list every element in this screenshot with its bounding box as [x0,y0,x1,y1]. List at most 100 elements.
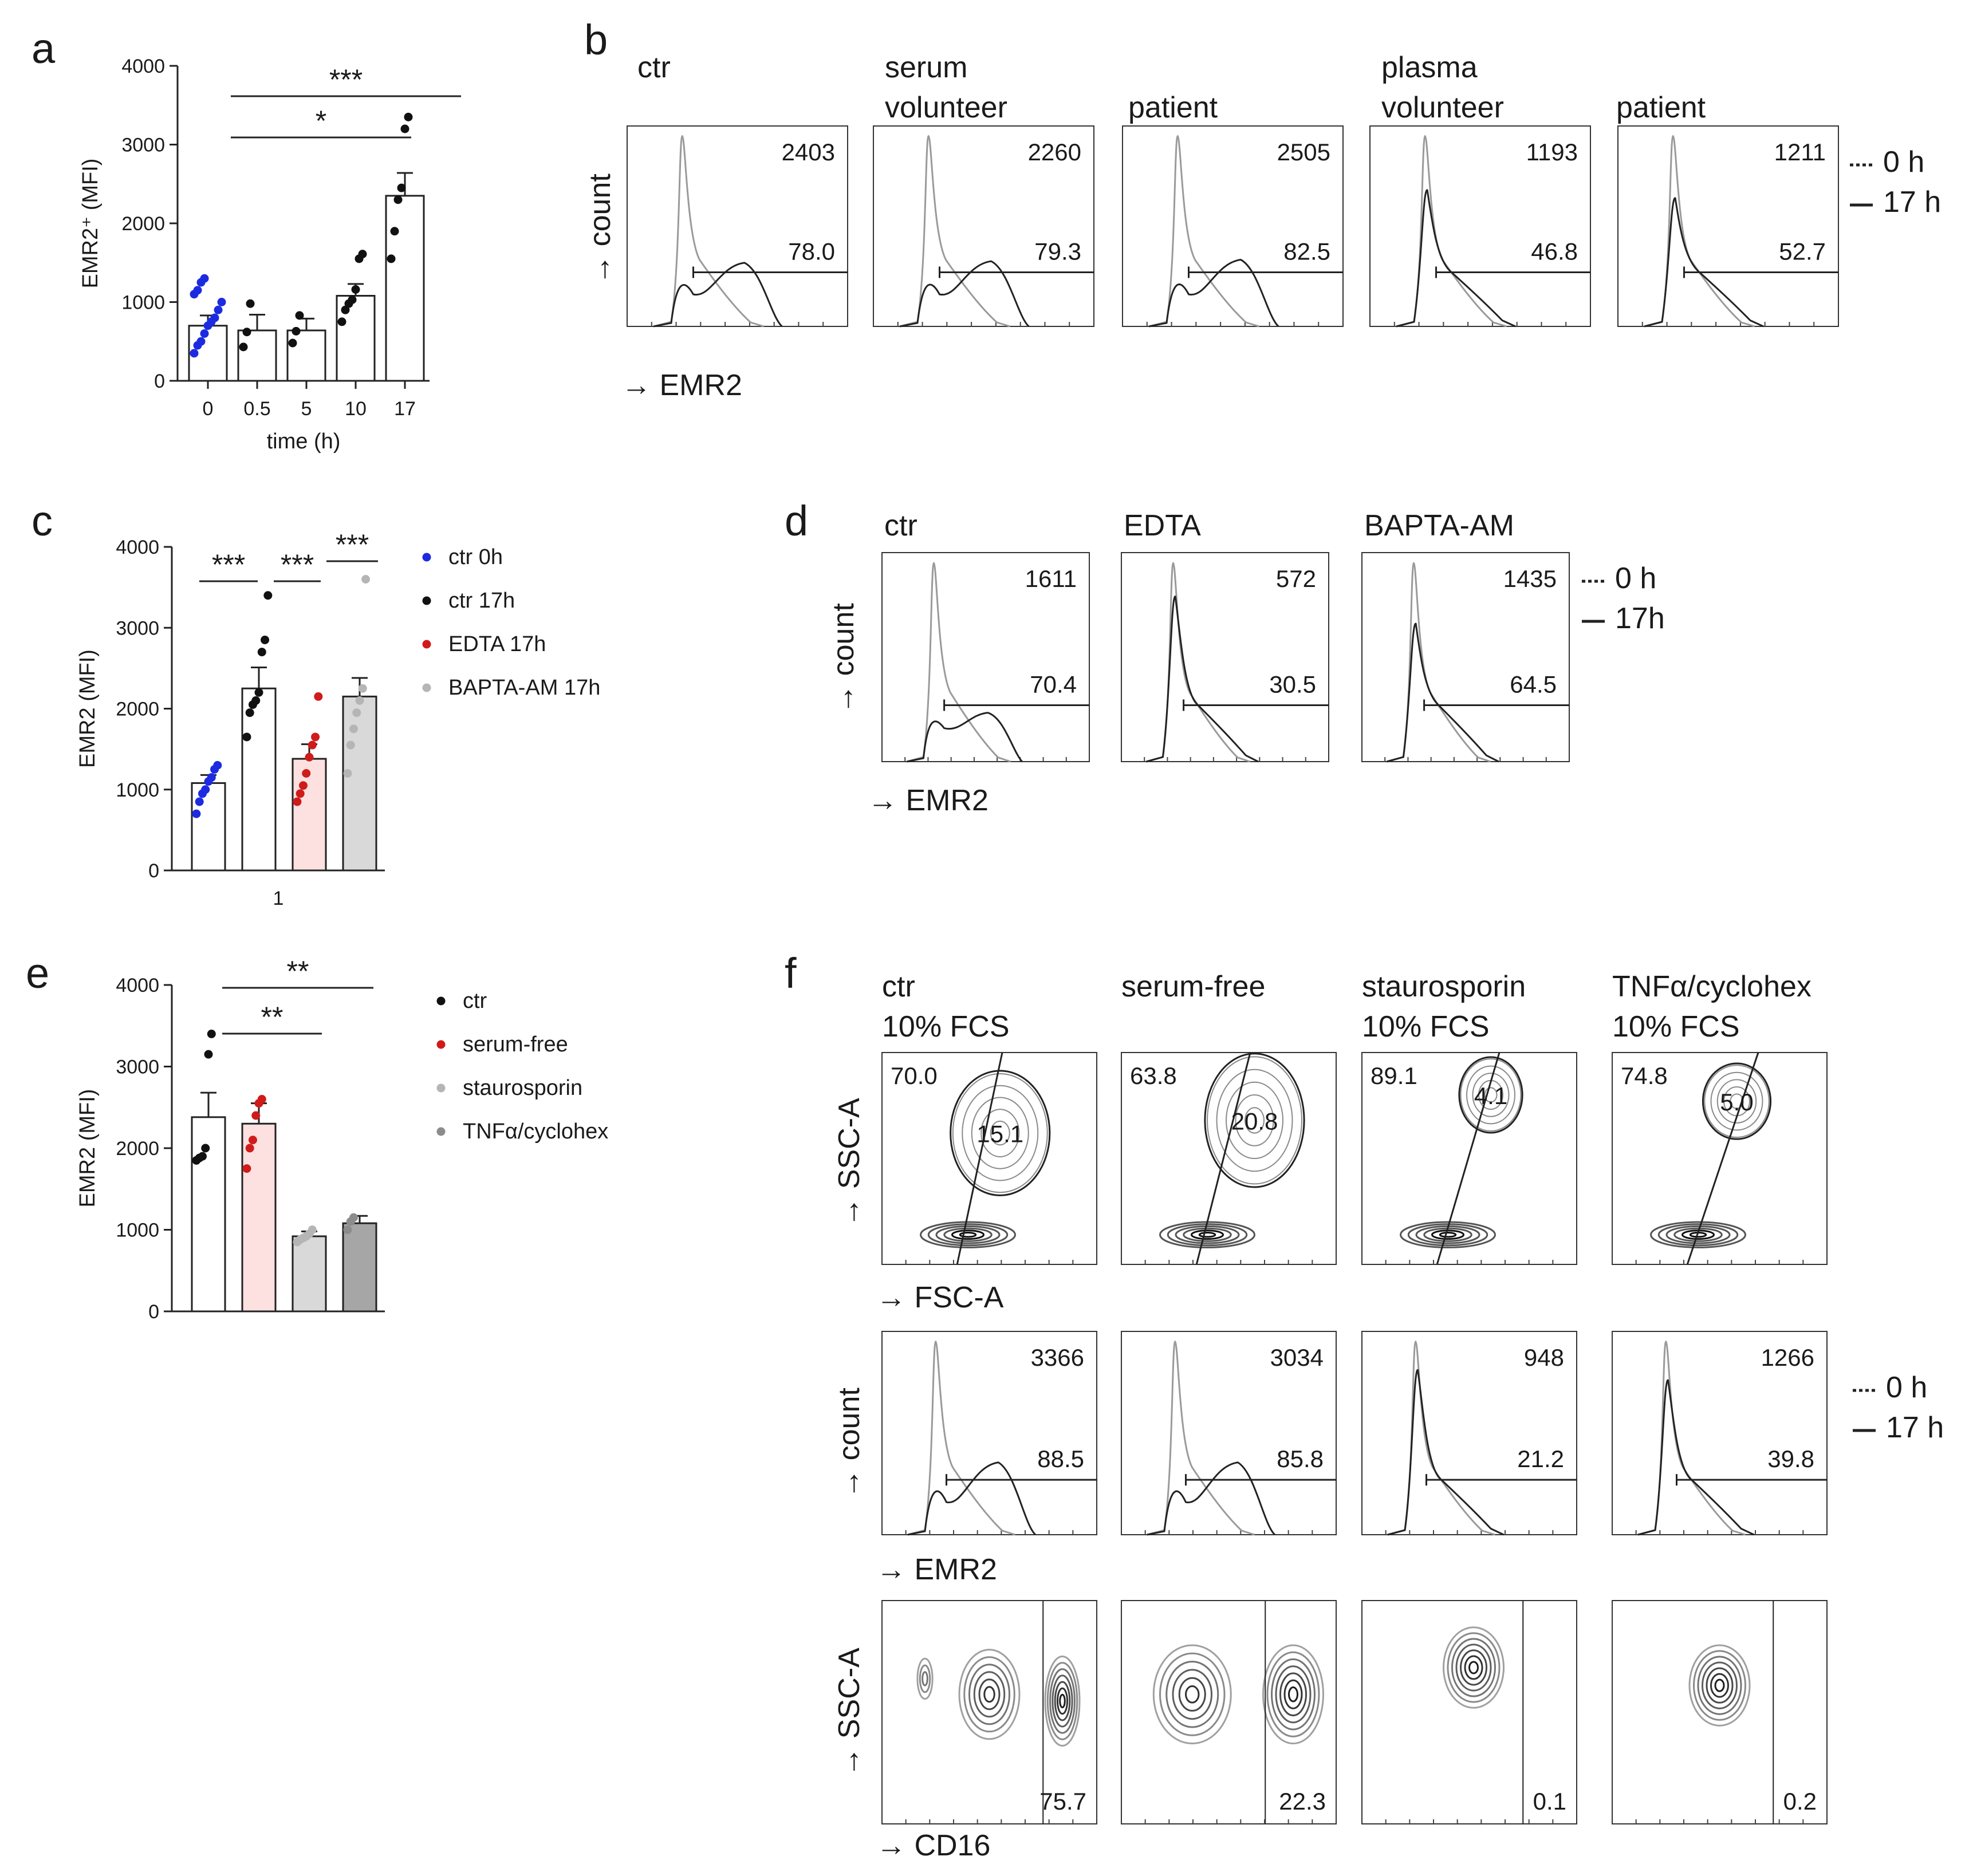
gate-percentage: 88.5 [1037,1445,1084,1472]
bar [385,195,425,382]
y-axis-title: EMR2 (MFI) [76,1089,100,1208]
plot-frame [873,125,1094,327]
panel-label-a: a [31,25,56,72]
histogram-0h [1387,562,1491,763]
data-point [200,274,209,283]
contour-ring [1657,1223,1739,1247]
contour-ring [1716,1079,1757,1124]
mfi-value: 1435 [1503,565,1557,592]
legend-label: BAPTA-AM 17h [448,676,600,700]
bar [191,782,226,872]
gate-line [956,1052,1003,1265]
significance-stars: *** [336,529,369,561]
histogram-0h [1637,1340,1746,1536]
histogram-0h [1147,1340,1255,1536]
plot-frame [1612,1600,1828,1824]
contour-ring [1460,1058,1522,1132]
left-gate-percentage: 70.0 [891,1062,938,1089]
bar [241,1122,277,1313]
histogram-0h [1146,562,1250,763]
contour-ring [1049,1668,1076,1734]
contour-ring [1167,1223,1248,1247]
plot-frame [1121,1600,1337,1824]
contour-ring [963,1656,1015,1733]
legend-label: ctr 17h [448,589,515,613]
data-point [196,337,206,346]
contour-ring [1152,1644,1232,1745]
plasma-header: plasma [1381,51,1478,84]
column-title: TNFα/cyclohex [1612,970,1812,1003]
contour-ring [1275,1665,1312,1724]
plot-frame [1612,1052,1828,1265]
histogram-17h [1396,189,1516,328]
contour-ring [1052,1674,1073,1728]
column-subtitle: 10% FCS [882,1010,1010,1043]
data-point [348,295,357,304]
histogram-0h [1387,1340,1495,1536]
significance-stars: *** [281,549,314,581]
contour-ring [1710,1673,1729,1698]
mfi-value: 572 [1276,565,1316,592]
contour-ring [1226,1081,1283,1160]
contour-ring [951,1229,984,1240]
gate-percentage: 78.0 [788,238,835,265]
panel-b-histograms: ctr serum volunteer patient plasma volunteer p… [584,51,1941,402]
plot-frame [1612,1331,1828,1535]
contour-ring [1046,1662,1078,1740]
bar [342,1222,377,1313]
significance-stars: * [316,105,326,137]
y-tick-label: 3000 [116,1057,159,1078]
data-point [308,740,317,750]
data-point [355,696,364,705]
legend-marker [436,1083,446,1093]
gate-line [1195,1052,1251,1265]
data-point [246,299,255,308]
y-axis-title: → count [833,1388,866,1499]
data-point [400,124,409,133]
data-point [245,1144,254,1153]
data-point [292,326,301,336]
plot-title: volunteer [885,91,1007,124]
y-axis-title: → count [584,174,617,285]
plot-frame [1121,1052,1337,1265]
contour-ring [1054,1681,1071,1721]
contour-ring [1702,1661,1738,1709]
data-point [302,769,311,778]
contour-ring [935,1225,1001,1244]
mfi-value: 948 [1524,1344,1564,1371]
contour-ring [1266,1651,1320,1737]
contour-ring [1407,1223,1488,1247]
contour-ring [922,1671,928,1686]
legend-17h-label: 17 h [1886,1411,1944,1444]
left-gate-percentage: 74.8 [1621,1062,1668,1089]
legend-marker [422,683,431,692]
histogram-0h [653,135,765,328]
data-point [390,227,399,236]
plot-title: ctr [637,51,671,84]
data-point [358,250,367,259]
mfi-value: 1611 [1025,565,1077,592]
gate-percentage: 30.5 [1269,671,1316,697]
contour-ring [1688,1644,1751,1727]
bar [286,329,326,382]
y-axis-title: → SSC-A [833,1648,866,1777]
significance-stars: *** [212,549,245,581]
data-point [346,740,355,750]
data-point [242,328,251,337]
contour-ring [1159,1652,1226,1736]
x-tick-label: 5 [301,398,312,420]
data-point [193,286,202,295]
histogram-17h [899,260,1030,328]
contour-ring [920,1221,1016,1248]
contour-ring [1165,1661,1219,1728]
plot-frame [881,1600,1097,1824]
legend-0h-label: 0 h [1886,1371,1927,1404]
bar [292,758,327,872]
legend-label: EDTA 17h [448,632,546,656]
data-point [257,1095,266,1103]
data-point [198,1152,207,1161]
data-point [210,313,219,322]
data-point [311,732,320,742]
data-point [200,329,209,338]
y-axis-title: EMR2 (MFI) [76,649,100,768]
